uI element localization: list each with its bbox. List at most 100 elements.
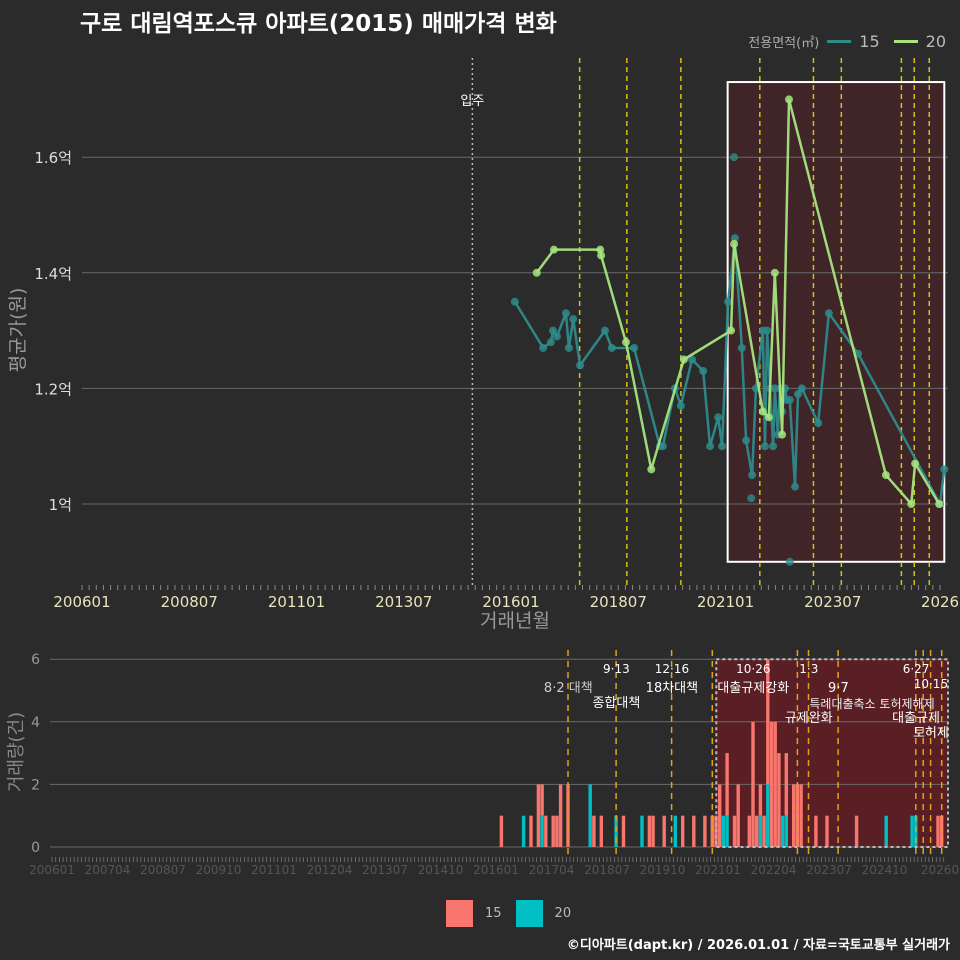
point-15 [546,338,555,347]
bar-15 [725,753,729,816]
point-15 [607,343,616,352]
source-caption: ©디아파트(dapt.kr) / 2026.01.01 / 자료=국토교통부 실… [566,938,950,953]
bar-highlight-border [715,658,949,849]
point-15 [785,557,794,566]
bar-15 [651,815,655,847]
bar-x-tick-label: 200807 [140,863,186,877]
legend-box-20 [515,900,543,927]
bar-20 [884,815,888,847]
bar-15 [692,815,696,847]
bar-15 [718,784,722,847]
policy-date-label: 1·3 [799,662,818,676]
bar-x-tick-label: 202307 [806,863,852,877]
bar-x-tick-label: 202101 [695,863,741,877]
legend-box-15 [446,900,473,927]
y-tick-label: 1.6억 [34,149,72,167]
bottom-legend: 15 20 [446,900,585,927]
bar-15 [592,815,596,847]
point-20 [907,500,916,508]
bar-15 [769,721,774,847]
bar-15 [558,784,563,847]
point-15 [510,297,519,306]
bar-y-tick-label: 0 [31,840,40,856]
point-20 [911,459,920,468]
legend-label-15-bar: 15 [485,906,502,921]
point-15 [769,442,778,451]
bar-x-tick-label: 201601 [473,863,519,877]
point-15 [730,153,739,162]
bar-15 [647,815,652,847]
bar-20 [588,784,592,847]
bar-x-tick-label: 201807 [584,863,630,877]
x-tick-label: 202307 [804,593,861,611]
bar-y-tick-label: 6 [31,652,40,668]
bar-20 [758,815,763,847]
point-15 [569,315,578,324]
bar-15 [854,815,859,847]
point-15 [824,309,833,318]
bar-20 [910,815,914,847]
x-axis-title: 거래년월 [480,610,550,632]
bar-15 [732,815,737,847]
policy-name-label: 9·7 [828,681,849,696]
point-20 [730,239,739,248]
policy-name-label: 대출규제강화 [717,681,789,696]
bar-x-tick-label: 201910 [640,863,686,877]
point-15 [714,413,723,422]
bar-15 [936,815,940,847]
bar-x-tick-label: 201204 [307,863,353,877]
point-15 [797,384,806,393]
bar-20 [721,815,726,847]
point-15 [539,343,548,352]
bar-15 [529,815,533,847]
bar-15 [799,784,803,847]
point-15 [794,390,803,399]
bar-15 [792,784,796,847]
bar-y-tick-label: 4 [31,715,40,731]
point-15 [760,442,769,451]
x-tick-label: 200601 [53,593,110,611]
bar-15 [599,815,603,847]
x-tick-label: 202101 [697,593,754,611]
point-20 [597,251,606,260]
point-15 [549,326,558,335]
bar-20 [766,784,770,847]
legend-swatch-20 [893,40,918,43]
bar-x-tick-label: 200910 [196,863,242,877]
bar-15 [773,721,777,847]
legend-label-15: 15 [859,32,880,51]
move-in-label: 입주 [460,94,484,109]
point-15 [747,494,756,503]
policy-name-label: 토허제 [913,726,949,741]
point-15 [630,343,639,352]
policy-name-label: 종합대책 [592,696,640,711]
point-15 [940,465,949,474]
point-20 [647,465,656,474]
bar-15 [681,815,685,847]
point-15 [742,436,751,445]
legend-label-20: 20 [925,32,946,51]
point-20 [770,268,779,277]
bar-15 [825,815,829,847]
point-15 [658,442,667,451]
point-20 [784,95,793,104]
bar-15 [536,784,541,847]
point-20 [621,338,630,347]
policy-date-label: 12·16 [655,662,689,676]
bar-20 [540,815,544,847]
bar-y-axis-title: 거래량(건) [6,712,27,792]
legend-swatch-15 [827,40,852,43]
x-tick-label: 200807 [161,593,218,611]
point-20 [778,430,787,439]
bar-x-tick-label: 200704 [85,863,131,877]
point-20 [549,245,558,254]
policy-name-label: 대출규제 [892,711,940,726]
y-tick-label: 1.2억 [34,380,72,398]
point-15 [676,401,685,410]
bar-15 [555,815,559,847]
x-tick-label: 201807 [590,593,647,611]
bar-20 [521,815,526,847]
point-15 [737,343,746,352]
